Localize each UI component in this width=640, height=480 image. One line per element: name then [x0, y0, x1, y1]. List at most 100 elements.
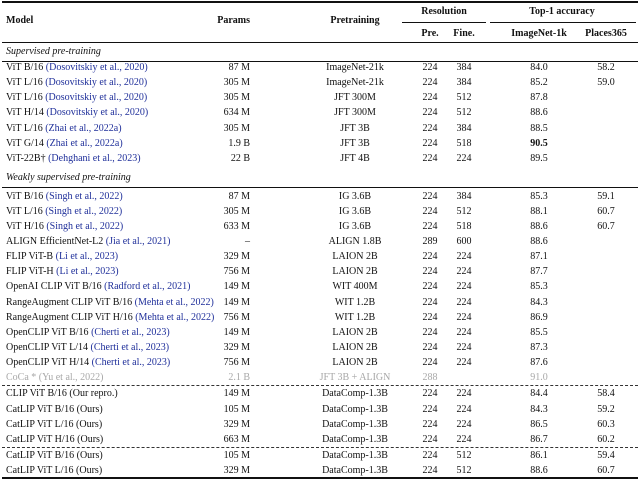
model-cell: ViT G/14 (Zhai et al., 2022a) [6, 137, 123, 151]
fine-resolution-cell: 224 [456, 357, 472, 369]
model-name: CatLIP ViT H/16 (Ours) [6, 433, 104, 445]
params-cell: 149 M [223, 281, 250, 293]
model-cell: CatLIP ViT L/16 (Ours) [6, 464, 102, 478]
pre-resolution-cell: 224 [422, 403, 438, 415]
pretraining-cell: DataComp-1.3B [322, 450, 388, 462]
params-cell: 305 M [223, 92, 250, 104]
places-accuracy-cell: 60.3 [597, 418, 615, 430]
model-cell: ViT-22B† (Dehghani et al., 2023) [6, 152, 141, 166]
pretraining-cell: JFT 300M [334, 92, 376, 104]
fine-resolution-cell: 512 [456, 205, 472, 217]
citation-link[interactable]: (Mehta et al., 2022) [135, 311, 215, 323]
citation-link[interactable]: (Singh et al., 2022) [45, 205, 123, 217]
pre-resolution-cell: 224 [422, 190, 438, 202]
citation-link[interactable]: (Li et al., 2023) [56, 266, 119, 278]
imagenet-accuracy-cell: 86.7 [530, 433, 548, 445]
imagenet-accuracy-cell: 88.6 [530, 220, 548, 232]
model-cell: FLIP ViT-B (Li et al., 2023) [6, 250, 118, 264]
section-rule [2, 61, 638, 62]
fine-resolution-cell: 384 [456, 190, 472, 202]
model-cell: OpenCLIP ViT H/14 (Cherti et al., 2023) [6, 356, 170, 370]
params-cell: 329 M [223, 251, 250, 263]
pre-resolution-cell: 224 [422, 152, 438, 164]
fine-resolution-cell: 224 [456, 296, 472, 308]
citation-link[interactable]: (Singh et al., 2022) [45, 190, 123, 202]
citation-link[interactable]: (Yu et al., 2022) [38, 372, 104, 384]
imagenet-accuracy-cell: 84.0 [530, 62, 548, 73]
model-name: FLIP ViT-H [6, 266, 57, 278]
pretraining-cell: LAION 2B [332, 326, 378, 338]
pre-resolution-cell: 224 [422, 251, 438, 263]
pre-resolution-cell: 224 [422, 296, 438, 308]
pretraining-cell: JFT 3B + ALIGN [319, 372, 391, 384]
fine-resolution-cell: 224 [456, 418, 472, 430]
imagenet-accuracy-cell: 87.7 [530, 266, 548, 278]
places-accuracy-cell: 58.4 [597, 388, 615, 400]
citation-link[interactable]: (Cherti et al., 2023) [91, 357, 171, 369]
pretraining-cell: LAION 2B [332, 251, 378, 263]
fine-resolution-cell: 224 [456, 433, 472, 445]
model-name: CoCa * [6, 372, 39, 384]
citation-link[interactable]: (Cherti et al., 2023) [90, 342, 170, 353]
fine-resolution-cell: 518 [456, 220, 472, 232]
places-accuracy-cell: 59.4 [597, 450, 615, 462]
params-cell: 105 M [223, 450, 250, 462]
header-resolution: Resolution [421, 6, 467, 17]
citation-link[interactable]: (Cherti et al., 2023) [91, 326, 170, 338]
citation-link[interactable]: (Jia et al., 2021) [105, 235, 171, 247]
model-cell: ViT B/16 (Singh et al., 2022) [6, 190, 123, 204]
pre-resolution-cell: 224 [422, 92, 438, 104]
model-name: CLIP ViT B/16 (Our repro.) [6, 388, 118, 400]
model-cell: ViT L/16 (Dosovitskiy et al., 2020) [6, 76, 147, 90]
params-cell: 149 M [223, 388, 250, 400]
model-name: ViT H/14 [6, 107, 47, 119]
citation-link[interactable]: (Zhai et al., 2022a) [46, 137, 123, 149]
model-cell: OpenCLIP ViT L/14 (Cherti et al., 2023) [6, 341, 169, 355]
citation-link[interactable]: (Dosovitskiy et al., 2020) [45, 92, 148, 104]
params-cell: 149 M [223, 326, 250, 338]
model-cell: OpenAI CLIP ViT B/16 (Radford et al., 20… [6, 280, 190, 294]
fine-resolution-cell: 224 [456, 266, 472, 278]
fine-resolution-cell: 224 [456, 251, 472, 263]
params-cell: 149 M [223, 296, 250, 308]
imagenet-accuracy-cell: 88.6 [530, 235, 548, 247]
citation-link[interactable]: (Zhai et al., 2022a) [45, 122, 122, 134]
pretraining-cell: ALIGN 1.8B [328, 235, 382, 247]
pre-resolution-cell: 224 [422, 77, 438, 89]
model-name: CatLIP ViT B/16 (Ours) [6, 450, 103, 462]
citation-link[interactable]: (Dehghani et al., 2023) [48, 152, 141, 164]
citation-link[interactable]: (Mehta et al., 2022) [134, 296, 214, 308]
imagenet-accuracy-cell: 88.5 [530, 122, 548, 134]
model-name: ViT B/16 [6, 190, 46, 202]
places-accuracy-cell: 59.0 [597, 77, 615, 89]
imagenet-accuracy-cell: 85.2 [530, 77, 548, 89]
citation-link[interactable]: (Radford et al., 2021) [104, 281, 191, 293]
model-name: ViT-22B† [6, 152, 49, 164]
pre-resolution-cell: 288 [422, 372, 438, 384]
model-cell: ViT H/14 (Dosovitskiy et al., 2020) [6, 106, 148, 120]
fine-resolution-cell: 512 [456, 450, 472, 462]
imagenet-accuracy-cell: 85.3 [530, 190, 548, 202]
pre-resolution-cell: 224 [422, 465, 438, 477]
imagenet-accuracy-cell: 86.1 [530, 450, 548, 462]
params-cell: 87 M [228, 190, 250, 202]
params-cell: 305 M [223, 205, 250, 217]
pre-resolution-cell: 224 [422, 418, 438, 430]
imagenet-accuracy-cell: 86.9 [530, 311, 548, 323]
params-cell: 305 M [223, 122, 250, 134]
citation-link[interactable]: (Dosovitskiy et al., 2020) [45, 77, 148, 89]
citation-link[interactable]: (Singh et al., 2022) [46, 220, 124, 232]
pre-resolution-cell: 224 [422, 281, 438, 293]
fine-resolution-cell: 224 [456, 326, 472, 338]
places-accuracy-cell: 60.7 [597, 220, 615, 232]
params-cell: 305 M [223, 77, 250, 89]
citation-link[interactable]: (Dosovitskiy et al., 2020) [45, 62, 148, 73]
fine-resolution-cell: 224 [456, 311, 472, 323]
header-pretraining: Pretraining [330, 15, 380, 26]
params-cell: – [245, 235, 250, 247]
citation-link[interactable]: (Li et al., 2023) [55, 251, 119, 263]
model-name: OpenCLIP ViT H/14 [6, 357, 92, 369]
pretraining-cell: WIT 1.2B [334, 311, 376, 323]
citation-link[interactable]: (Dosovitskiy et al., 2020) [46, 107, 149, 119]
section-rule [2, 187, 638, 188]
